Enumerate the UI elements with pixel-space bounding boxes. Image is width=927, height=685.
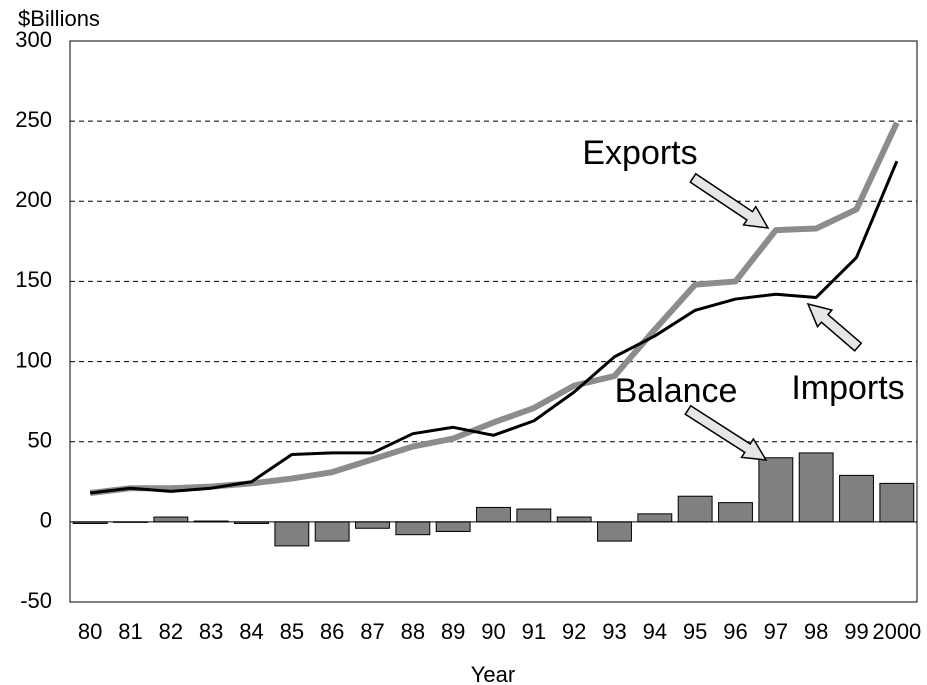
y-tick-label: -50 — [20, 588, 52, 613]
x-tick-label: 95 — [683, 619, 707, 644]
bar — [355, 521, 390, 529]
arrow — [689, 172, 770, 229]
x-tick-label: 99 — [844, 619, 868, 644]
arrow — [806, 302, 863, 352]
x-tick-label: 82 — [159, 619, 183, 644]
x-tick-label: 94 — [643, 619, 667, 644]
bar — [556, 516, 592, 523]
bar — [395, 521, 431, 536]
x-tick-label: 86 — [320, 619, 344, 644]
bar — [798, 452, 834, 523]
arrow — [684, 404, 768, 461]
x-tick-label: 88 — [401, 619, 425, 644]
annotation: Imports — [791, 369, 904, 407]
x-tick-label: 83 — [199, 619, 223, 644]
bar — [677, 495, 713, 523]
line — [89, 160, 899, 495]
x-tick-label: 84 — [239, 619, 263, 644]
bar — [597, 521, 632, 542]
x-tick-label: 81 — [118, 619, 142, 644]
bar — [153, 516, 189, 523]
y-tick-label: 150 — [15, 267, 52, 292]
x-tick-label: 93 — [602, 619, 626, 644]
plot-border — [69, 40, 918, 603]
y-tick-label: 300 — [15, 27, 52, 52]
x-tick-label: 98 — [804, 619, 828, 644]
x-tick-label: 90 — [481, 619, 505, 644]
bar — [718, 502, 753, 523]
x-tick-label: 2000 — [872, 619, 921, 644]
x-tick-label: 89 — [441, 619, 465, 644]
x-tick-label: 80 — [78, 619, 102, 644]
line — [89, 121, 900, 496]
bar — [314, 521, 350, 542]
y-axis-label: $Billions — [18, 6, 100, 31]
x-tick-label: 96 — [723, 619, 747, 644]
bar — [839, 474, 874, 523]
y-tick-label: 100 — [15, 347, 52, 372]
y-tick-label: 0 — [40, 508, 52, 533]
bar — [879, 482, 915, 523]
bar — [637, 513, 673, 523]
x-tick-label: 97 — [764, 619, 788, 644]
bar — [516, 508, 552, 523]
bar — [758, 457, 794, 523]
x-tick-label: 91 — [522, 619, 546, 644]
annotation: Balance — [615, 372, 738, 410]
bar — [435, 521, 471, 532]
y-tick-label: 250 — [15, 107, 52, 132]
annotation: Exports — [582, 134, 697, 172]
x-tick-label: 87 — [360, 619, 384, 644]
y-tick-label: 50 — [28, 428, 52, 453]
bar — [476, 506, 511, 523]
x-axis-label: Year — [471, 662, 515, 685]
y-tick-label: 200 — [15, 187, 52, 212]
x-tick-label: 85 — [280, 619, 304, 644]
x-tick-label: 92 — [562, 619, 586, 644]
bar — [274, 521, 310, 547]
